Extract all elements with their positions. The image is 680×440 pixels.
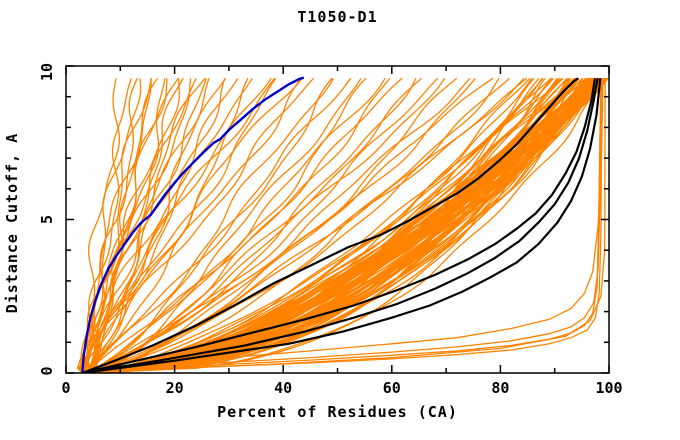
highlight-curve (82, 78, 599, 373)
svg-text:0: 0 (38, 366, 56, 375)
svg-text:100: 100 (595, 379, 622, 397)
highlight-curve (82, 78, 596, 373)
y-axis-label: Distance Cutoff, A (3, 132, 21, 314)
svg-text:60: 60 (383, 379, 401, 397)
svg-text:10: 10 (38, 63, 56, 81)
tick-labels: 0 20 40 60 80 100 0 5 10 (38, 63, 623, 397)
highlight-curve (81, 77, 579, 373)
reference-curve (81, 76, 305, 373)
chart-title: T1050-D1 (297, 8, 378, 26)
highlight-curve (82, 78, 602, 373)
svg-text:0: 0 (61, 379, 70, 397)
model-curves (76, 76, 609, 373)
svg-text:5: 5 (38, 215, 56, 224)
svg-text:80: 80 (491, 379, 509, 397)
svg-text:20: 20 (166, 379, 184, 397)
x-axis-label: Percent of Residues (CA) (217, 403, 458, 421)
axis-ticks (65, 65, 610, 374)
svg-text:40: 40 (274, 379, 292, 397)
